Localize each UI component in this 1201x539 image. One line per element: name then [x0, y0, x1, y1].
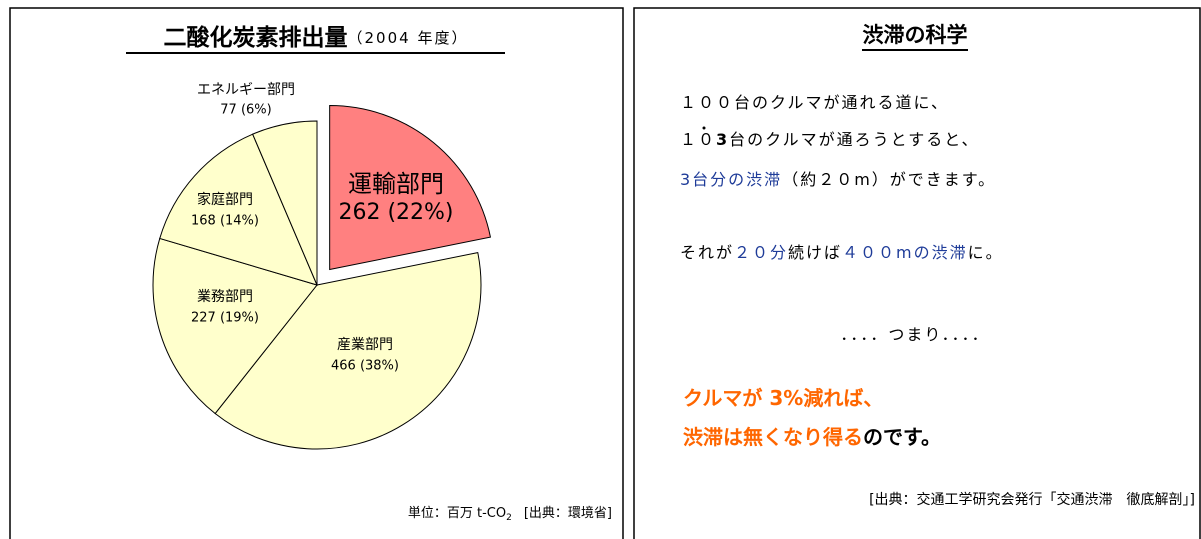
pie-slice	[152, 237, 318, 415]
right-panel	[633, 7, 1201, 539]
chart-subtitle: （2004 年度）	[348, 29, 469, 47]
left-panel	[9, 7, 624, 539]
slice-value-label: 168 (14%)	[191, 214, 259, 229]
pie-slice	[252, 120, 318, 286]
slice-label: 運輸部門	[348, 170, 444, 198]
note-source: [出典：環境省]	[524, 506, 612, 521]
chart-title: 二酸化炭素排出量	[164, 24, 348, 51]
slice-value-label: 466 (38%)	[331, 359, 399, 374]
slice-label: エネルギー部門	[197, 82, 295, 98]
slice-value-label: 77 (6%)	[220, 103, 271, 118]
text-segment: ４００mの渋滞	[842, 243, 968, 262]
text-segment: に。	[968, 243, 1004, 262]
pie-slice	[329, 105, 492, 271]
text-segment: クルマが 3%減れば、	[683, 386, 883, 410]
panel-line: ．．．．つまり．．．．	[840, 325, 989, 344]
panel-line: それが２０分続けば４００mの渋滞に。	[680, 243, 1004, 262]
text-segment: ．．．．つまり．．．．	[840, 325, 989, 344]
panel-line: クルマが 3%減れば、	[683, 386, 883, 410]
text-segment: 続けば	[788, 243, 842, 262]
text-segment: 3台分の渋滞	[680, 170, 782, 189]
slice-label: 業務部門	[197, 289, 253, 305]
slice-label: 産業部門	[337, 337, 393, 353]
pie-slice	[159, 133, 318, 286]
panel-line: １００台のクルマが通れる道に、	[680, 93, 949, 112]
text-segment: （約２０m）ができます。	[782, 170, 996, 189]
text-segment: 渋滞は無くなり得る	[683, 425, 863, 449]
slice-label: 家庭部門	[197, 191, 253, 208]
slice-value-label: 227 (19%)	[191, 311, 259, 326]
note-subscript: 2	[506, 513, 512, 523]
chart-note: 単位：百万 t-CO2 [出典：環境省]	[408, 505, 612, 523]
pie-slice	[214, 251, 482, 450]
text-segment: １０	[680, 130, 716, 149]
chart-title-group: 二酸化炭素排出量（2004 年度）	[164, 24, 469, 51]
text-segment: のです。	[863, 425, 941, 449]
panel-line: １０3台のクルマが通ろうとすると、	[680, 130, 980, 149]
text-segment: 3	[716, 130, 729, 149]
text-segment: 台のクルマが通ろうとすると、	[729, 130, 979, 149]
text-segment: それが	[680, 243, 734, 262]
text-segment: １００台のクルマが通れる道に、	[680, 93, 949, 112]
text-segment: ２０分	[734, 243, 788, 262]
panel-text: １００台のクルマが通れる道に、 １０3台のクルマが通ろうとすると、 3台分の渋滞（約…	[680, 93, 1004, 449]
panel-line: 渋滞は無くなり得るのです。	[683, 425, 941, 449]
slice-value-label: 262 (22%)	[338, 200, 453, 225]
panel-source: [出典：交通工学研究会発行「交通渋滞 徹底解剖」]	[869, 491, 1195, 508]
panel-title: 渋滞の科学	[863, 23, 968, 47]
emphasis-dot	[702, 126, 706, 130]
note-text: 単位：百万 t-CO	[408, 505, 506, 521]
panel-line: 3台分の渋滞（約２０m）ができます。	[680, 170, 996, 189]
